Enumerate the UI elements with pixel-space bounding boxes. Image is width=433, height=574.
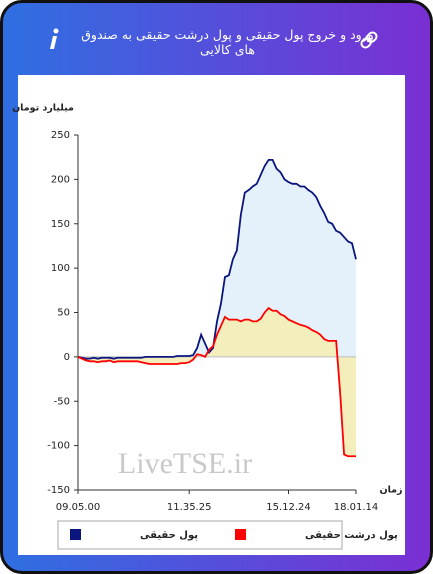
y-tick-label: -100 [47, 441, 70, 452]
legend-box [57, 520, 343, 550]
y-tick-label: 250 [51, 130, 70, 141]
y-tick-label: -150 [47, 485, 70, 496]
y-axis-label: میلیارد تومان [12, 103, 74, 114]
link-icon[interactable] [358, 29, 380, 51]
watermark: LiveTSE.ir [118, 447, 252, 480]
line [77, 158, 357, 360]
x-tick-label: 11.35.25 [167, 502, 212, 513]
area-fill [78, 308, 356, 457]
x-tick-label: 15.12.24 [266, 502, 311, 513]
y-tick-label: 100 [51, 263, 70, 274]
y-tick-label: 150 [51, 219, 70, 230]
y-tick-label: 50 [57, 308, 70, 319]
chart: -150 -100 -50 0 50 100 150 200 250 09.05.00 11.35.… [12, 103, 403, 550]
x-axis-label: زمان [379, 485, 402, 496]
y-tick-label: 200 [51, 174, 70, 185]
legend-swatch [70, 529, 81, 540]
header-title: ورود و خروج پول حقیقی و پول درشت حقیقی ب… [81, 27, 374, 57]
area-fill [78, 159, 356, 359]
legend-swatch [235, 529, 246, 540]
line [77, 306, 356, 458]
legend-label: پول حقیقی [140, 530, 198, 541]
info-icon[interactable] [45, 27, 61, 53]
x-tick-label: 09.05.00 [56, 502, 101, 513]
x-tick-label: 18.01.14 [334, 502, 379, 513]
y-tick-label: 0 [64, 352, 70, 363]
y-tick-label: -50 [54, 396, 70, 407]
legend-label: پول درشت حقیقی [305, 530, 398, 541]
